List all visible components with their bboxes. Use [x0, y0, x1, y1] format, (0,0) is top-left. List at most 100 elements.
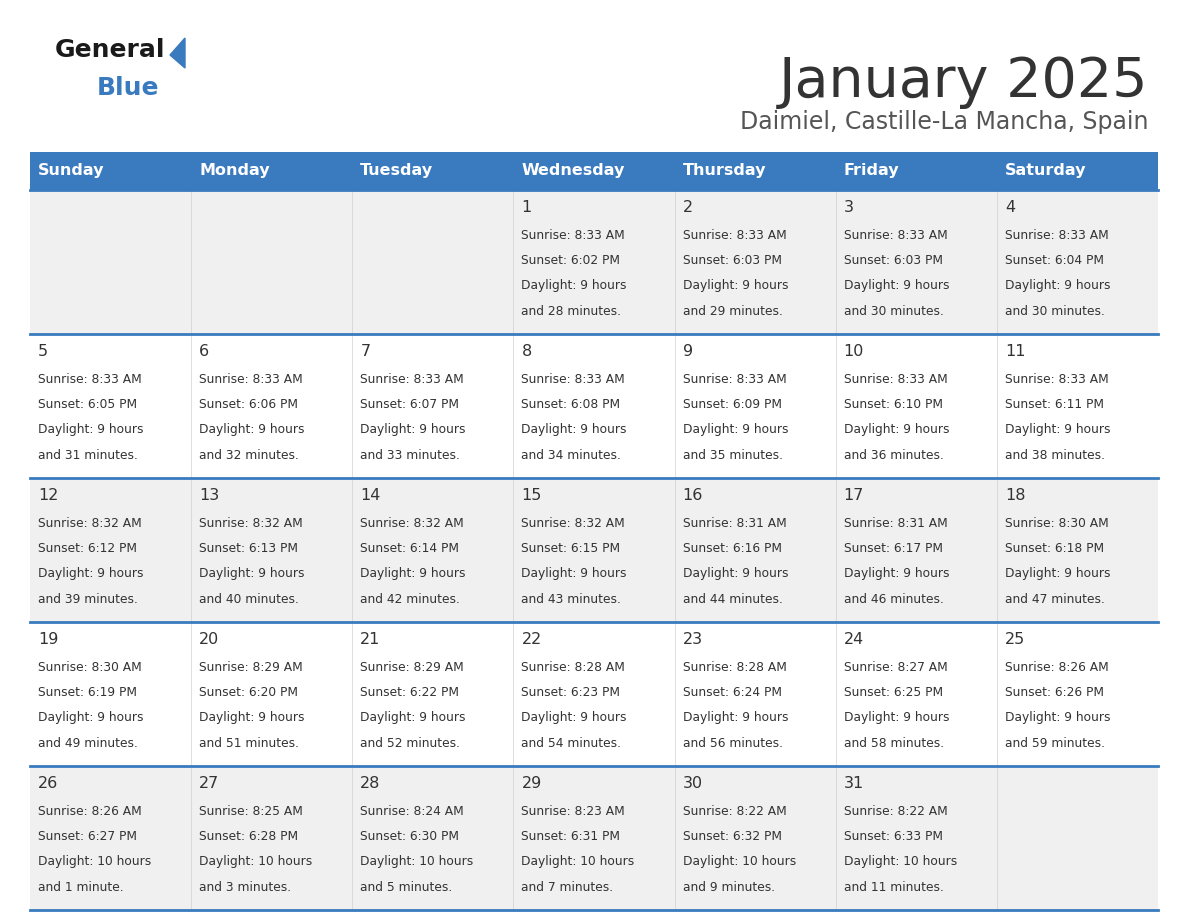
Polygon shape	[170, 38, 185, 68]
Text: Friday: Friday	[843, 163, 899, 178]
Text: Sunset: 6:02 PM: Sunset: 6:02 PM	[522, 254, 620, 267]
Text: Daylight: 9 hours: Daylight: 9 hours	[522, 279, 627, 292]
Text: Sunset: 6:25 PM: Sunset: 6:25 PM	[843, 686, 943, 700]
Text: and 28 minutes.: and 28 minutes.	[522, 305, 621, 318]
Text: Daylight: 10 hours: Daylight: 10 hours	[38, 856, 151, 868]
Text: 12: 12	[38, 488, 58, 503]
Text: 21: 21	[360, 632, 380, 647]
Text: Sunrise: 8:30 AM: Sunrise: 8:30 AM	[1005, 517, 1108, 530]
Text: 24: 24	[843, 632, 864, 647]
Text: Daylight: 9 hours: Daylight: 9 hours	[683, 423, 788, 436]
Text: Sunrise: 8:33 AM: Sunrise: 8:33 AM	[843, 373, 948, 386]
Text: 3: 3	[843, 200, 854, 215]
Text: Sunrise: 8:33 AM: Sunrise: 8:33 AM	[360, 373, 465, 386]
Bar	[30, 766, 1158, 910]
Text: and 7 minutes.: and 7 minutes.	[522, 880, 613, 893]
Bar	[30, 334, 1158, 478]
Text: 18: 18	[1005, 488, 1025, 503]
Text: 26: 26	[38, 776, 58, 791]
Text: Sunrise: 8:33 AM: Sunrise: 8:33 AM	[522, 229, 625, 242]
Text: and 51 minutes.: and 51 minutes.	[200, 736, 299, 750]
Text: Sunset: 6:13 PM: Sunset: 6:13 PM	[200, 543, 298, 555]
Text: 28: 28	[360, 776, 380, 791]
Text: Daylight: 9 hours: Daylight: 9 hours	[1005, 279, 1111, 292]
Text: Daylight: 9 hours: Daylight: 9 hours	[683, 567, 788, 580]
Text: Sunrise: 8:33 AM: Sunrise: 8:33 AM	[522, 373, 625, 386]
Text: Sunrise: 8:22 AM: Sunrise: 8:22 AM	[843, 805, 948, 818]
Text: Sunrise: 8:33 AM: Sunrise: 8:33 AM	[1005, 373, 1108, 386]
Text: 16: 16	[683, 488, 703, 503]
Text: 10: 10	[843, 344, 864, 359]
Text: 31: 31	[843, 776, 864, 791]
Text: General: General	[55, 38, 165, 62]
Text: Sunrise: 8:33 AM: Sunrise: 8:33 AM	[1005, 229, 1108, 242]
Text: Sunset: 6:31 PM: Sunset: 6:31 PM	[522, 830, 620, 843]
Text: Sunset: 6:17 PM: Sunset: 6:17 PM	[843, 543, 943, 555]
Text: and 9 minutes.: and 9 minutes.	[683, 880, 775, 893]
Text: Sunrise: 8:29 AM: Sunrise: 8:29 AM	[360, 661, 465, 674]
Text: Sunrise: 8:31 AM: Sunrise: 8:31 AM	[683, 517, 786, 530]
Text: and 30 minutes.: and 30 minutes.	[843, 305, 943, 318]
Text: 8: 8	[522, 344, 532, 359]
Text: 23: 23	[683, 632, 702, 647]
Text: Daylight: 9 hours: Daylight: 9 hours	[522, 567, 627, 580]
Text: Daylight: 10 hours: Daylight: 10 hours	[843, 856, 958, 868]
Text: and 42 minutes.: and 42 minutes.	[360, 593, 460, 606]
Text: Sunset: 6:10 PM: Sunset: 6:10 PM	[843, 398, 943, 411]
Text: and 44 minutes.: and 44 minutes.	[683, 593, 783, 606]
Text: Saturday: Saturday	[1005, 163, 1086, 178]
Text: Sunset: 6:08 PM: Sunset: 6:08 PM	[522, 398, 620, 411]
Text: and 52 minutes.: and 52 minutes.	[360, 736, 460, 750]
Text: and 46 minutes.: and 46 minutes.	[843, 593, 943, 606]
Text: Daylight: 9 hours: Daylight: 9 hours	[200, 711, 304, 724]
Text: Sunrise: 8:23 AM: Sunrise: 8:23 AM	[522, 805, 625, 818]
Text: and 32 minutes.: and 32 minutes.	[200, 449, 299, 462]
Text: Sunset: 6:32 PM: Sunset: 6:32 PM	[683, 830, 782, 843]
Text: Sunset: 6:09 PM: Sunset: 6:09 PM	[683, 398, 782, 411]
Text: and 30 minutes.: and 30 minutes.	[1005, 305, 1105, 318]
Text: Daylight: 9 hours: Daylight: 9 hours	[1005, 567, 1111, 580]
Text: 5: 5	[38, 344, 49, 359]
Text: 14: 14	[360, 488, 380, 503]
Text: Sunrise: 8:28 AM: Sunrise: 8:28 AM	[683, 661, 786, 674]
Text: Sunrise: 8:33 AM: Sunrise: 8:33 AM	[200, 373, 303, 386]
Text: Sunrise: 8:29 AM: Sunrise: 8:29 AM	[200, 661, 303, 674]
Text: Sunrise: 8:27 AM: Sunrise: 8:27 AM	[843, 661, 948, 674]
Text: Thursday: Thursday	[683, 163, 766, 178]
Text: Daylight: 9 hours: Daylight: 9 hours	[843, 279, 949, 292]
Text: and 11 minutes.: and 11 minutes.	[843, 880, 943, 893]
Text: and 39 minutes.: and 39 minutes.	[38, 593, 138, 606]
Bar	[30, 478, 1158, 622]
Text: Daylight: 9 hours: Daylight: 9 hours	[843, 711, 949, 724]
Text: Sunday: Sunday	[38, 163, 105, 178]
Text: and 58 minutes.: and 58 minutes.	[843, 736, 943, 750]
Text: Sunset: 6:24 PM: Sunset: 6:24 PM	[683, 686, 782, 700]
Text: Sunset: 6:14 PM: Sunset: 6:14 PM	[360, 543, 460, 555]
Text: Daylight: 9 hours: Daylight: 9 hours	[1005, 423, 1111, 436]
Text: Sunrise: 8:33 AM: Sunrise: 8:33 AM	[38, 373, 141, 386]
Text: Sunset: 6:19 PM: Sunset: 6:19 PM	[38, 686, 137, 700]
Text: Sunrise: 8:33 AM: Sunrise: 8:33 AM	[843, 229, 948, 242]
Text: and 35 minutes.: and 35 minutes.	[683, 449, 783, 462]
Text: January 2025: January 2025	[778, 55, 1148, 109]
Text: 1: 1	[522, 200, 532, 215]
Text: Daylight: 9 hours: Daylight: 9 hours	[683, 279, 788, 292]
Text: 13: 13	[200, 488, 220, 503]
Text: Daylight: 10 hours: Daylight: 10 hours	[683, 856, 796, 868]
Text: Daylight: 9 hours: Daylight: 9 hours	[200, 423, 304, 436]
Text: Sunset: 6:16 PM: Sunset: 6:16 PM	[683, 543, 782, 555]
Text: Sunset: 6:18 PM: Sunset: 6:18 PM	[1005, 543, 1104, 555]
Text: Sunrise: 8:32 AM: Sunrise: 8:32 AM	[522, 517, 625, 530]
Text: 25: 25	[1005, 632, 1025, 647]
Text: and 59 minutes.: and 59 minutes.	[1005, 736, 1105, 750]
Text: and 38 minutes.: and 38 minutes.	[1005, 449, 1105, 462]
Text: and 1 minute.: and 1 minute.	[38, 880, 124, 893]
Text: 15: 15	[522, 488, 542, 503]
Text: 30: 30	[683, 776, 702, 791]
Text: Sunset: 6:12 PM: Sunset: 6:12 PM	[38, 543, 137, 555]
Text: and 36 minutes.: and 36 minutes.	[843, 449, 943, 462]
Bar	[30, 152, 1158, 190]
Text: 20: 20	[200, 632, 220, 647]
Text: and 5 minutes.: and 5 minutes.	[360, 880, 453, 893]
Text: and 56 minutes.: and 56 minutes.	[683, 736, 783, 750]
